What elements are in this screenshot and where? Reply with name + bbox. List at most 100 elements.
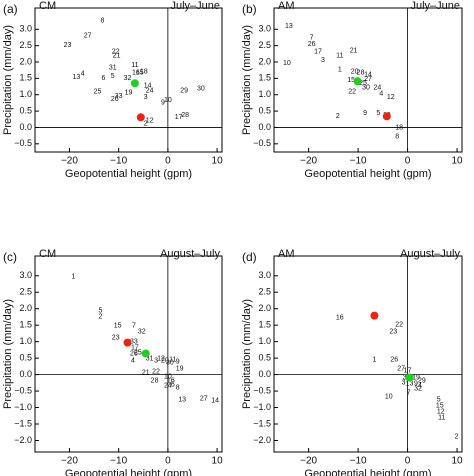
point-label: 3 xyxy=(321,57,325,64)
point-label: 9 xyxy=(176,359,180,366)
point-label: 6 xyxy=(101,75,105,82)
y-tick-label: 0.5 xyxy=(258,105,271,115)
x-axis-title: Geopotential height (gpm) xyxy=(65,168,192,180)
y-tick-label: 1.5 xyxy=(19,320,32,330)
point-label: 13 xyxy=(406,380,414,387)
point-label: 9 xyxy=(161,99,165,106)
point-label: 5 xyxy=(437,396,441,403)
point-label: 23 xyxy=(64,42,72,49)
point-label: 6 xyxy=(171,381,175,388)
point-label: 1 xyxy=(338,66,342,73)
point-label: 4 xyxy=(418,382,422,389)
point-label: 26 xyxy=(308,41,316,48)
panel-label: (d) xyxy=(242,250,257,264)
point-label: 2 xyxy=(455,433,459,440)
point-label: 16 xyxy=(132,69,140,76)
x-tick-label: −10 xyxy=(110,156,127,167)
point-label: 8 xyxy=(100,17,104,24)
y-tick-label: −2.0 xyxy=(14,435,32,445)
point-label: 17 xyxy=(314,48,322,55)
y-tick-label: 0.5 xyxy=(258,352,271,362)
point-label: 32 xyxy=(414,385,422,392)
highlight-point xyxy=(405,373,414,382)
point-label: 27 xyxy=(200,395,208,402)
point-label: 24 xyxy=(164,382,172,389)
y-tick-label: 2.0 xyxy=(19,303,32,313)
point-label: 15 xyxy=(347,77,355,84)
y-axis-title: Precipitation (mm/day) xyxy=(241,299,253,409)
y-tick-label: 0.0 xyxy=(19,369,32,379)
point-label: 8 xyxy=(176,384,180,391)
y-tick-label: 1.5 xyxy=(258,73,271,83)
x-tick-label: −20 xyxy=(300,156,317,167)
point-label: 28 xyxy=(181,112,189,119)
point-label: 27 xyxy=(84,32,92,39)
point-label: 23 xyxy=(112,335,120,342)
point-label: 12 xyxy=(437,408,445,415)
panel-subtitle: July–June xyxy=(410,0,460,12)
x-tick-label: 0 xyxy=(165,156,171,167)
point-label: 31 xyxy=(109,64,117,71)
y-tick-label: 0.0 xyxy=(258,122,271,132)
point-label: 29 xyxy=(418,377,426,384)
x-tick-label: 10 xyxy=(212,456,224,467)
x-tick-label: 0 xyxy=(165,456,171,467)
y-tick-label: 0.5 xyxy=(19,352,32,362)
x-axis-title: Geopotential height (gpm) xyxy=(304,468,431,476)
y-tick-label: 1.0 xyxy=(258,336,271,346)
y-axis-title: Precipitation (mm/day) xyxy=(2,25,14,135)
point-label: 3 xyxy=(154,358,158,365)
point-label: 3 xyxy=(144,94,148,101)
panel-label: (b) xyxy=(242,2,257,16)
point-label: 28 xyxy=(151,377,159,384)
y-tick-label: 2.0 xyxy=(258,56,271,66)
point-label: 5 xyxy=(111,73,115,80)
y-tick-label: −0.5 xyxy=(14,385,32,395)
x-tick-label: −10 xyxy=(350,456,367,467)
highlight-point xyxy=(136,113,145,122)
point-label: 32 xyxy=(138,329,146,336)
plot-frame xyxy=(34,7,223,153)
point-label: 25 xyxy=(134,349,142,356)
point-label: 2 xyxy=(98,313,102,320)
panel-title: CM xyxy=(39,0,56,12)
highlight-point xyxy=(382,112,391,121)
panel-title: AM xyxy=(278,0,295,12)
point-label: 17 xyxy=(175,114,183,121)
x-tick-label: 10 xyxy=(451,456,463,467)
point-label: 17 xyxy=(131,344,139,351)
x-tick-label: 10 xyxy=(451,156,463,167)
point-label: 10 xyxy=(164,373,172,380)
y-axis-title: Precipitation (mm/day) xyxy=(2,299,14,409)
point-label: 24 xyxy=(146,87,154,94)
y-tick-label: −0.5 xyxy=(253,138,271,148)
point-label: 21 xyxy=(350,47,358,54)
point-label: 10 xyxy=(283,60,291,67)
point-label: 7 xyxy=(132,323,136,330)
y-tick-label: −1.0 xyxy=(253,402,271,412)
point-label: 28 xyxy=(357,69,365,76)
point-label: 16 xyxy=(336,314,344,321)
point-label: 11 xyxy=(169,357,176,364)
point-label: 24 xyxy=(374,84,382,91)
x-tick-label: −20 xyxy=(61,456,78,467)
point-label: 9 xyxy=(363,110,367,117)
point-label: 19 xyxy=(125,89,133,96)
point-label: 26 xyxy=(111,96,119,103)
y-tick-label: 1.0 xyxy=(258,89,271,99)
x-axis-title: Geopotential height (gpm) xyxy=(65,468,192,476)
y-tick-label: −2.0 xyxy=(253,435,271,445)
point-label: 16 xyxy=(167,377,175,384)
point-label: 9 xyxy=(414,380,418,387)
point-label: 18 xyxy=(395,124,403,131)
point-label: 33 xyxy=(130,338,138,345)
point-label: 2 xyxy=(336,113,340,120)
y-tick-label: 3.0 xyxy=(19,24,32,34)
y-tick-label: 3.0 xyxy=(258,24,271,34)
point-label: 2 xyxy=(144,120,148,127)
y-tick-label: 2.5 xyxy=(19,287,32,297)
y-tick-label: 1.5 xyxy=(258,320,271,330)
point-label: 13 xyxy=(285,23,293,30)
y-tick-label: −1.5 xyxy=(14,418,32,428)
